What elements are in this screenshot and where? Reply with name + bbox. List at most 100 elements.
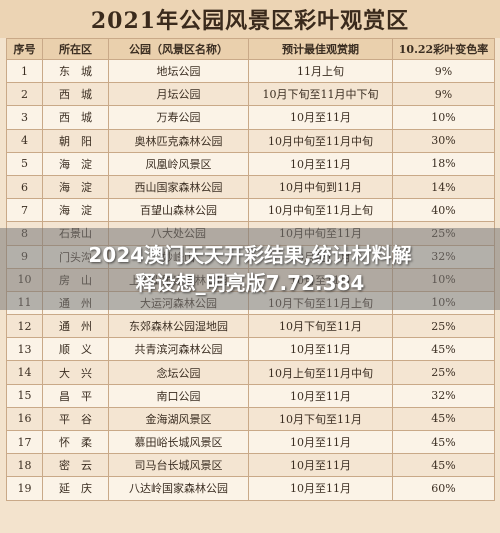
cell-period: 10月至11月 [248, 429, 393, 455]
table-row: 12 通 州东郊森林公园湿地园 10月下旬至11月 25% [6, 314, 495, 339]
cell-district: 昌 平 [42, 383, 109, 408]
cell-park: 百望山森林公园 [108, 198, 249, 223]
cell-rate: 45% [392, 453, 495, 478]
cell-district: 延 庆 [42, 476, 109, 501]
cell-park: 奥林匹克森林公园 [108, 128, 249, 153]
cell-park: 南口公园 [108, 383, 249, 408]
cell-district: 西 城 [42, 82, 109, 107]
cell-period: 10月中旬至11月上旬 [248, 198, 393, 223]
cell-index: 4 [6, 128, 43, 153]
cell-period: 10月中旬到11月 [248, 174, 393, 200]
cell-district: 西 城 [42, 105, 109, 130]
cell-park: 司马台长城风景区 [108, 453, 249, 478]
cell-rate: 45% [392, 337, 495, 362]
cell-period: 10月至11月 [248, 337, 393, 362]
table-header-row: 序号 所在区 公园（风景区名称） 预计最佳观赏期 10.22彩叶变色率 [6, 38, 495, 60]
cell-period: 10月上旬至11月中旬 [248, 360, 393, 385]
cell-park: 地坛公园 [108, 58, 249, 84]
cell-rate: 45% [392, 429, 495, 455]
table-row: 19 延 庆八达岭国家森林公园 10月至11月 60% [6, 476, 495, 501]
cell-rate: 32% [392, 383, 495, 408]
table-row: 14 大 兴念坛公园 10月上旬至11月中旬 25% [6, 360, 495, 385]
cell-rate: 10% [392, 105, 495, 130]
header-rate: 10.22彩叶变色率 [392, 38, 495, 60]
overlay-banner[interactable]: 2024澳门天天开彩结果,统计材料解 释设想_明亮版7.72.384 [0, 228, 500, 310]
cell-rate: 60% [392, 476, 495, 501]
header-district: 所在区 [42, 38, 109, 60]
cell-index: 16 [6, 406, 43, 432]
cell-rate: 25% [392, 314, 495, 339]
table-row: 13 顺 义共青滨河森林公园 10月至11月 45% [6, 337, 495, 362]
cell-district: 海 淀 [42, 174, 109, 200]
cell-district: 东 城 [42, 58, 109, 84]
cell-park: 金海湖风景区 [108, 406, 249, 432]
cell-period: 10月下旬至11月 [248, 406, 393, 432]
cell-index: 17 [6, 429, 43, 455]
table-row: 16 平 谷金海湖风景区 10月下旬至11月 45% [6, 406, 495, 432]
cell-rate: 18% [392, 151, 495, 176]
header-period: 预计最佳观赏期 [248, 38, 393, 60]
cell-district: 海 淀 [42, 198, 109, 223]
cell-park: 西山国家森林公园 [108, 174, 249, 200]
cell-rate: 30% [392, 128, 495, 153]
cell-district: 海 淀 [42, 151, 109, 176]
cell-index: 15 [6, 383, 43, 408]
cell-rate: 14% [392, 174, 495, 200]
cell-period: 10月至11月 [248, 453, 393, 478]
cell-index: 6 [6, 174, 43, 200]
cell-rate: 25% [392, 360, 495, 385]
cell-index: 19 [6, 476, 43, 501]
page-title: 2021年公园风景区彩叶观赏区 [0, 0, 500, 38]
cell-period: 10月至11月 [248, 151, 393, 176]
cell-period: 10月至11月 [248, 383, 393, 408]
banner-line-2: 释设想_明亮版7.72.384 [135, 271, 365, 295]
cell-index: 1 [6, 58, 43, 84]
cell-park: 东郊森林公园湿地园 [108, 314, 249, 339]
cell-park: 凤凰岭风景区 [108, 151, 249, 176]
cell-period: 10月至11月 [248, 476, 393, 501]
cell-park: 念坛公园 [108, 360, 249, 385]
cell-rate: 9% [392, 82, 495, 107]
cell-district: 通 州 [42, 314, 109, 339]
cell-index: 14 [6, 360, 43, 385]
cell-period: 10月下旬至11月 [248, 314, 393, 339]
cell-district: 平 谷 [42, 406, 109, 432]
cell-park: 万寿公园 [108, 105, 249, 130]
header-park: 公园（风景区名称） [108, 38, 249, 60]
cell-district: 朝 阳 [42, 128, 109, 153]
cell-period: 10月中旬至11月中旬 [248, 128, 393, 153]
cell-district: 顺 义 [42, 337, 109, 362]
cell-district: 怀 柔 [42, 429, 109, 455]
cell-park: 慕田峪长城风景区 [108, 429, 249, 455]
cell-park: 月坛公园 [108, 82, 249, 107]
table-row: 15 昌 平南口公园 10月至11月 32% [6, 383, 495, 408]
cell-park: 共青滨河森林公园 [108, 337, 249, 362]
cell-rate: 45% [392, 406, 495, 432]
cell-period: 10月至11月 [248, 105, 393, 130]
table-row: 18 密 云司马台长城风景区 10月至11月 45% [6, 453, 495, 478]
cell-park: 八达岭国家森林公园 [108, 476, 249, 501]
cell-district: 密 云 [42, 453, 109, 478]
cell-rate: 9% [392, 58, 495, 84]
cell-rate: 40% [392, 198, 495, 223]
cell-period: 10月下旬至11月中下旬 [248, 82, 393, 107]
table-row: 17 怀 柔慕田峪长城风景区 10月至11月 45% [6, 429, 495, 455]
header-index: 序号 [6, 38, 43, 60]
banner-line-1: 2024澳门天天开彩结果,统计材料解 [88, 243, 412, 267]
cell-index: 3 [6, 105, 43, 130]
cell-period: 11月上旬 [248, 58, 393, 84]
cell-index: 7 [6, 198, 43, 223]
cell-index: 5 [6, 151, 43, 176]
cell-index: 18 [6, 453, 43, 478]
cell-index: 13 [6, 337, 43, 362]
cell-district: 大 兴 [42, 360, 109, 385]
cell-index: 12 [6, 314, 43, 339]
cell-index: 2 [6, 82, 43, 107]
